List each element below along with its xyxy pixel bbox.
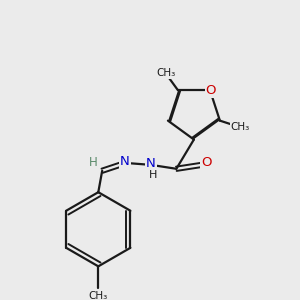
Text: O: O	[206, 84, 216, 97]
Text: H: H	[149, 169, 157, 180]
Text: CH₃: CH₃	[89, 291, 108, 300]
Text: CH₃: CH₃	[157, 68, 176, 78]
Text: CH₃: CH₃	[231, 122, 250, 132]
Text: H: H	[89, 156, 98, 170]
Text: N: N	[120, 155, 130, 169]
Text: N: N	[146, 158, 156, 170]
Text: O: O	[201, 156, 212, 170]
